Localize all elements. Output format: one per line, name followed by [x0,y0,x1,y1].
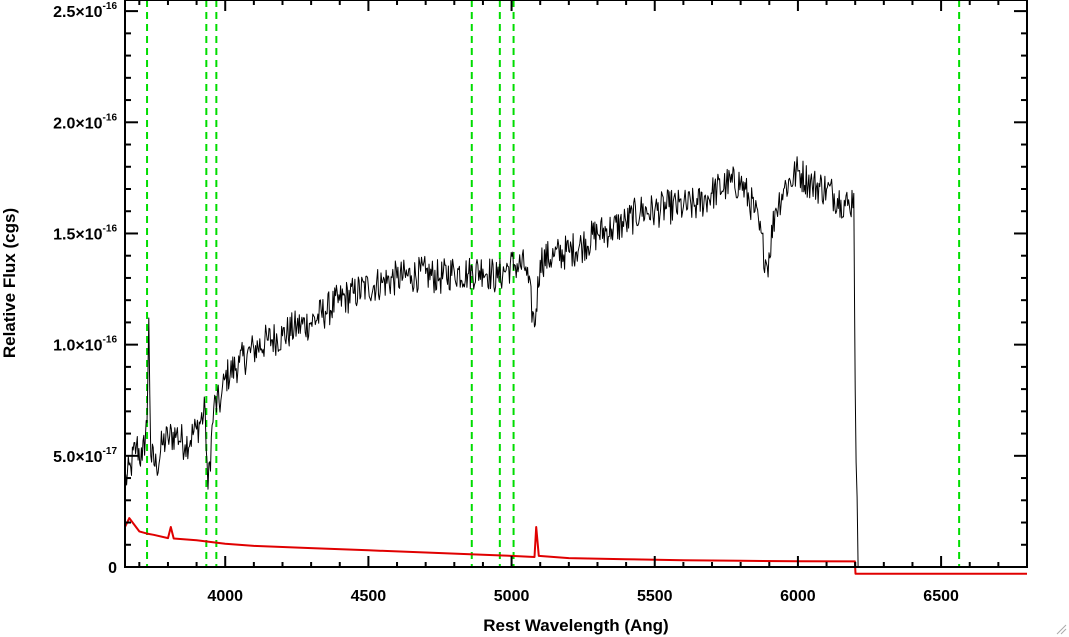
x-axis-title: Rest Wavelength (Ang) [483,616,668,635]
y-tick-label: 2.0×10-16 [53,112,117,132]
y-tick-label: 2.5×10-16 [53,1,117,21]
x-tick-label: 6000 [780,588,816,605]
plot-frame [124,0,1028,568]
x-tick-label: 4500 [351,588,387,605]
y-axis-title: Relative Flux (cgs) [0,208,19,358]
y-tick-label: 0 [108,560,117,577]
resize-grip-icon[interactable] [1055,623,1067,635]
flux-series-line [124,156,859,568]
y-tick-label: 1.0×10-16 [53,335,117,355]
x-tick-label: 5500 [637,588,673,605]
error-series-line [124,517,1027,575]
x-tick-label: 4000 [207,588,243,605]
y-tick-label: 5.0×10-17 [53,446,117,466]
x-tick-label: 5000 [494,588,530,605]
y-tick-label: 1.5×10-16 [53,223,117,243]
x-tick-label: 6500 [923,588,959,605]
